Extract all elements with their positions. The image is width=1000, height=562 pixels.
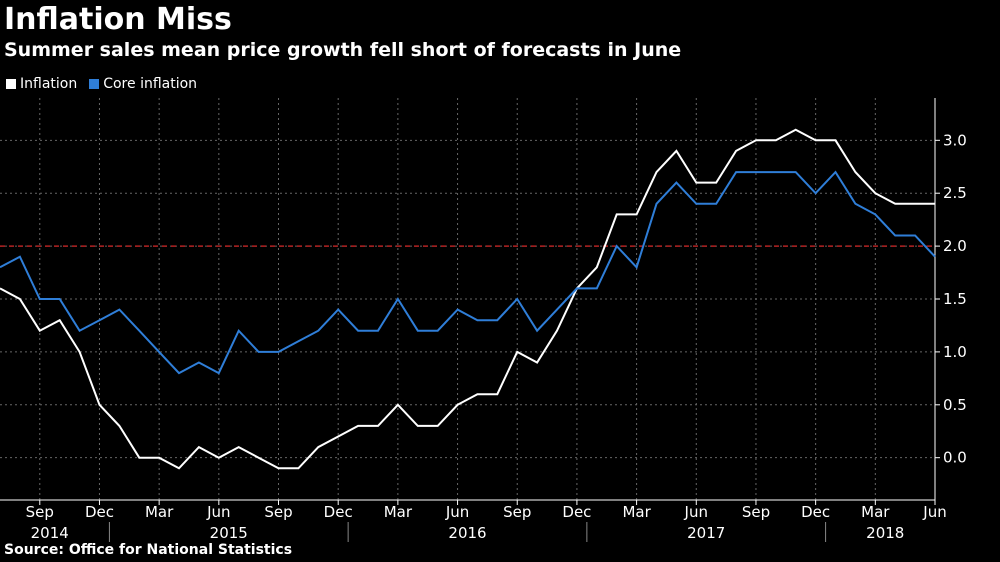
legend-label-inflation: Inflation: [20, 76, 78, 92]
y-tick-label: 0.0: [943, 449, 967, 467]
y-tick-label: 0.5: [943, 396, 967, 414]
chart-title: Inflation Miss: [4, 2, 232, 37]
x-tick-label: Jun: [206, 503, 230, 521]
legend-swatch-core-inflation: [89, 79, 100, 89]
x-tick-label: Dec: [801, 503, 830, 521]
x-tick-label: Sep: [742, 503, 770, 521]
chart-subtitle: Summer sales mean price growth fell shor…: [4, 39, 682, 61]
x-tick-label: Sep: [26, 503, 54, 521]
legend-label-core-inflation: Core inflation: [103, 76, 198, 92]
x-tick-label: Jun: [684, 503, 708, 521]
x-tick-label: Mar: [145, 503, 174, 521]
x-tick-label: Mar: [622, 503, 651, 521]
x-tick-label: Jun: [445, 503, 469, 521]
y-tick-label: 2.5: [943, 184, 967, 202]
legend: Inflation Core inflation: [6, 75, 197, 93]
x-tick-label: Dec: [85, 503, 114, 521]
year-label: 2017: [687, 524, 725, 542]
year-label: 2016: [448, 524, 486, 542]
x-tick-label: Sep: [503, 503, 531, 521]
x-tick-label: Dec: [562, 503, 591, 521]
year-label: 2014: [31, 524, 69, 542]
y-tick-label: 1.5: [943, 290, 967, 308]
x-tick-label: Mar: [861, 503, 890, 521]
x-tick-label: Dec: [324, 503, 353, 521]
x-tick-label: Sep: [264, 503, 292, 521]
y-tick-label: 3.0: [943, 131, 967, 149]
x-tick-label: Mar: [384, 503, 413, 521]
legend-item-inflation: Inflation: [6, 75, 77, 93]
y-tick-label: 1.0: [943, 343, 967, 361]
legend-item-core-inflation: Core inflation: [89, 75, 197, 93]
y-tick-label: 2.0: [943, 237, 967, 255]
core-inflation-line: [0, 170, 936, 375]
x-tick-label: Jun: [922, 503, 946, 521]
source-note: Source: Office for National Statistics: [4, 542, 293, 558]
inflation-line: [0, 128, 935, 470]
year-label: 2015: [210, 524, 248, 542]
legend-swatch-inflation: [6, 79, 16, 89]
year-label: 2018: [866, 524, 904, 542]
